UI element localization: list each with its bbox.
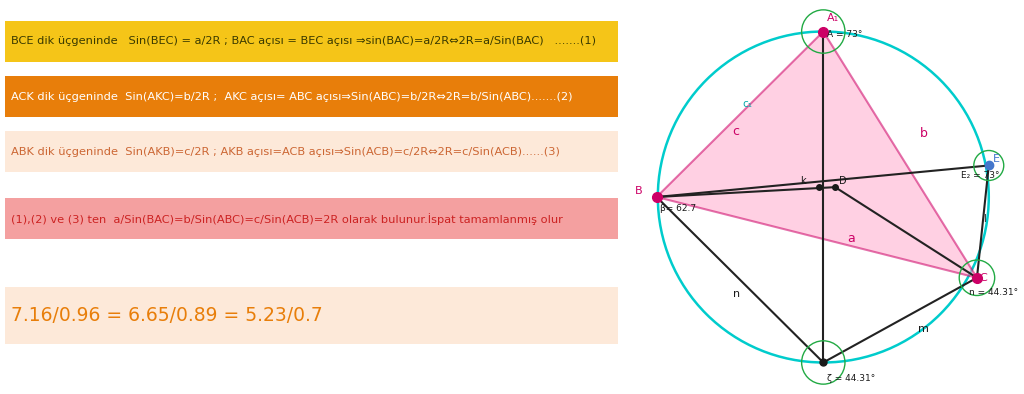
Text: E₂ = 73°: E₂ = 73°: [962, 171, 999, 180]
Text: BCE dik üçgeninde   Sin(BEC) = a/2R ; BAC açısı = BEC açısı ⇒sin(BAC)=a/2R⇔2R=a/: BCE dik üçgeninde Sin(BEC) = a/2R ; BAC …: [11, 36, 596, 46]
FancyBboxPatch shape: [5, 21, 617, 62]
Text: n: n: [733, 288, 739, 299]
Text: a: a: [847, 232, 855, 245]
Text: n = 44.31°: n = 44.31°: [969, 288, 1018, 297]
Text: A = 73°: A = 73°: [827, 30, 862, 39]
Text: c₁: c₁: [742, 99, 753, 110]
Polygon shape: [656, 32, 977, 278]
FancyBboxPatch shape: [5, 287, 617, 344]
FancyBboxPatch shape: [5, 131, 617, 173]
Text: β= 62.7: β= 62.7: [659, 204, 696, 212]
Text: A₁: A₁: [827, 13, 840, 23]
Text: B: B: [635, 186, 642, 196]
Text: ACK dik üçgeninde  Sin(AKC)=b/2R ;  AKC açısı= ABC açısı⇒Sin(ABC)=b/2R⇔2R=b/Sin(: ACK dik üçgeninde Sin(AKC)=b/2R ; AKC aç…: [11, 91, 572, 102]
Text: m: m: [918, 324, 929, 334]
Text: (1),(2) ve (3) ten  a/Sin(BAC)=b/Sin(ABC)=c/Sin(ACB)=2R olarak bulunur.İspat tam: (1),(2) ve (3) ten a/Sin(BAC)=b/Sin(ABC)…: [11, 213, 563, 225]
Text: 7.16/0.96 = 6.65/0.89 = 5.23/0.7: 7.16/0.96 = 6.65/0.89 = 5.23/0.7: [11, 306, 323, 325]
Text: D: D: [839, 176, 847, 186]
Text: C: C: [979, 273, 987, 283]
Text: ABK dik üçgeninde  Sin(AKB)=c/2R ; AKB açısı=ACB açısı⇒Sin(ACB)=c/2R⇔2R=c/Sin(AC: ABK dik üçgeninde Sin(AKB)=c/2R ; AKB aç…: [11, 147, 560, 157]
Text: ζ = 44.31°: ζ = 44.31°: [827, 374, 876, 383]
FancyBboxPatch shape: [5, 76, 617, 117]
Text: b: b: [920, 128, 928, 140]
Text: l: l: [983, 214, 986, 224]
Text: c: c: [733, 126, 739, 138]
Text: E: E: [992, 154, 999, 164]
FancyBboxPatch shape: [5, 198, 617, 239]
Text: k: k: [800, 176, 806, 186]
